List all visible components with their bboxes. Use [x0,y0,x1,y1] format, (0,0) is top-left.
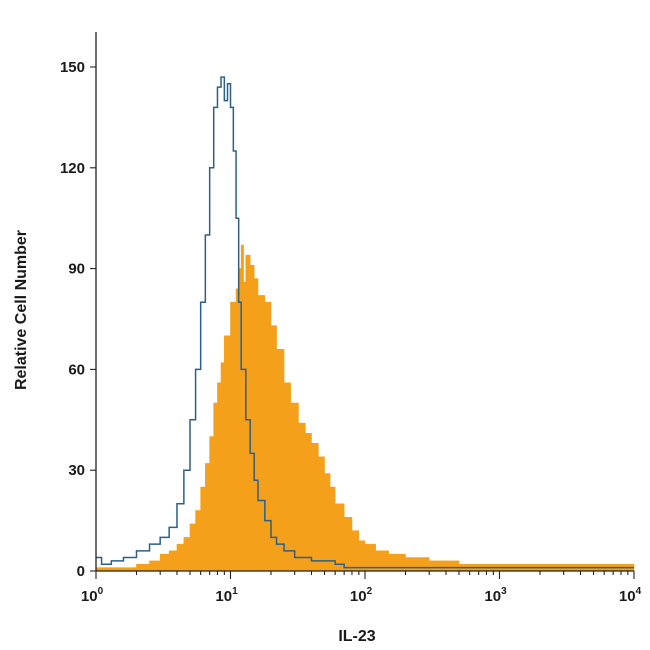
filled-histogram-series [95,244,635,572]
axes [95,32,634,572]
x-tick-label: 102 [350,586,373,605]
x-axis-ticks: 100 101 102 103 104 [81,571,642,605]
y-tick-label: 90 [68,261,85,278]
outline-histogram-series [96,76,634,569]
x-tick-label: 101 [215,586,238,605]
y-tick-label: 120 [60,160,85,177]
y-tick-label: 0 [77,563,85,580]
y-tick-label: 150 [60,59,85,76]
x-tick-label: 103 [484,586,507,605]
x-tick-label: 100 [81,586,104,605]
plot-area [95,76,635,572]
x-axis-title: IL-23 [338,628,375,645]
x-tick-label: 104 [619,586,642,605]
y-tick-label: 60 [68,361,85,378]
y-tick-label: 30 [68,462,85,479]
y-axis-ticks: 0 30 60 90 120 150 [60,59,96,580]
y-axis-title: Relative Cell Number [13,230,30,390]
